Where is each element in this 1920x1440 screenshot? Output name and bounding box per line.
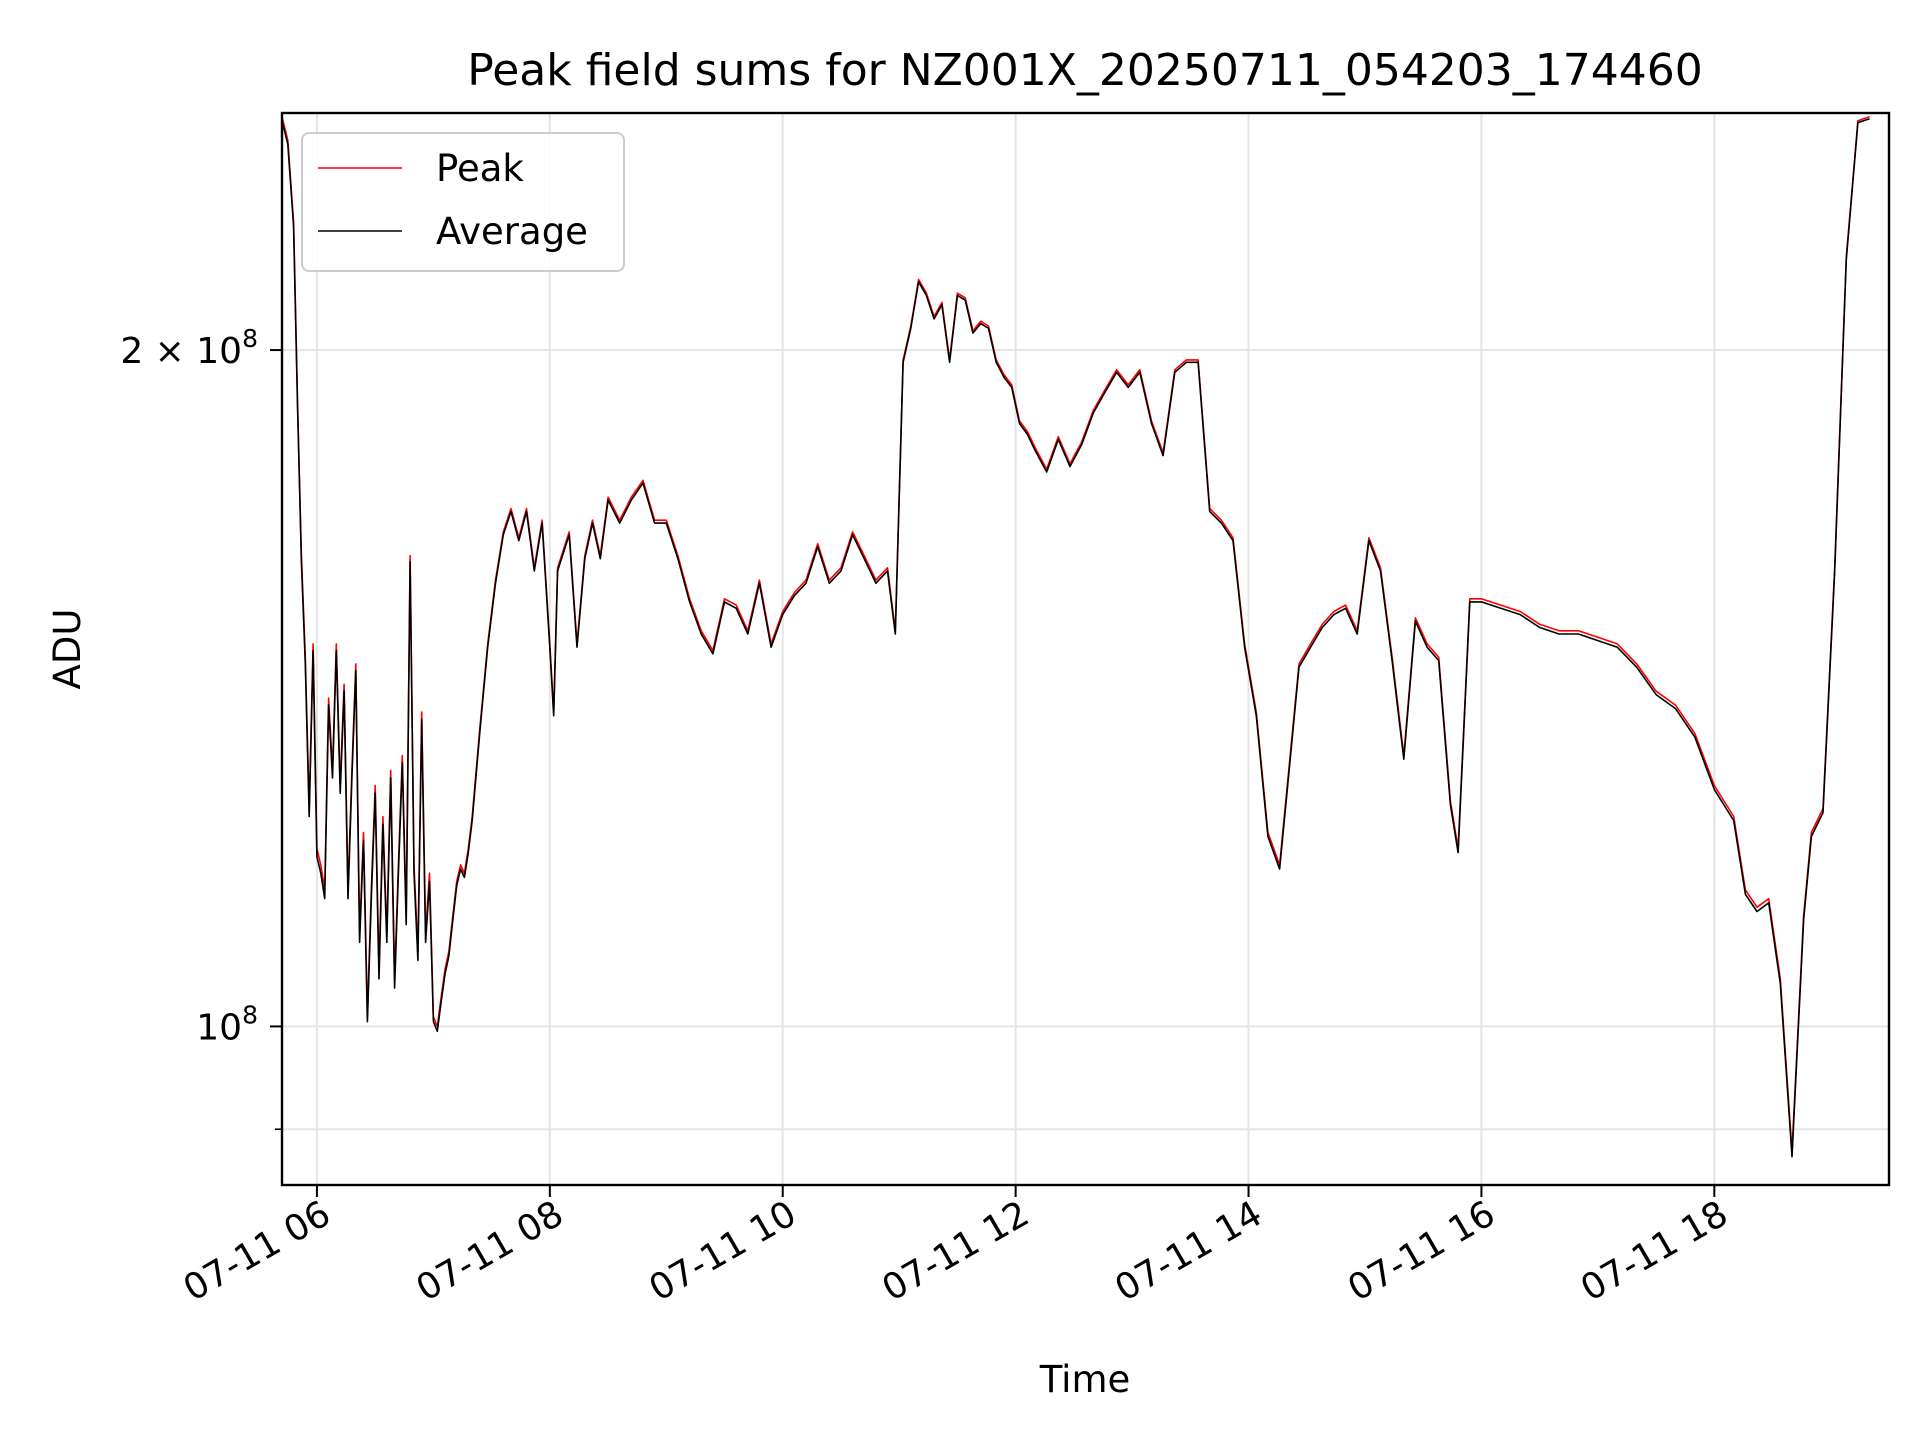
y-axis-label: ADU bbox=[46, 609, 89, 690]
legend-label-average: Average bbox=[436, 210, 588, 253]
chart-title: Peak field sums for NZ001X_20250711_0542… bbox=[467, 45, 1703, 96]
legend: Peak Average bbox=[301, 132, 625, 272]
x-axis-label: Time bbox=[1039, 1358, 1131, 1401]
series-line-average bbox=[282, 118, 1870, 1158]
plot-frame bbox=[280, 111, 1891, 1187]
y-axis: 108 2 × 108 bbox=[120, 324, 282, 1131]
y-tick-label: 2 × 108 bbox=[120, 324, 258, 372]
y-tick-label: 108 bbox=[196, 1000, 258, 1048]
legend-label-peak: Peak bbox=[436, 147, 524, 190]
series-layer bbox=[282, 116, 1870, 1158]
